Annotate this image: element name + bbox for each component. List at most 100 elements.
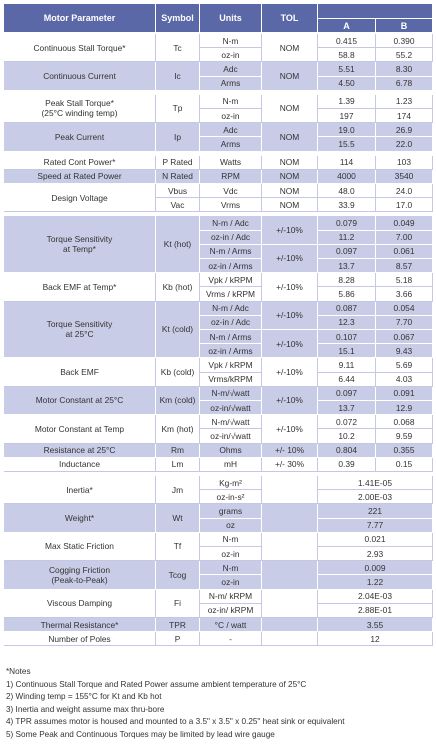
value-cell: 33.9: [318, 198, 376, 213]
value-cell-text: 12: [370, 633, 380, 644]
tol-cell: NOM: [262, 94, 318, 124]
symbol-cell: Tf: [156, 532, 200, 562]
symbol-cell: Km (cold): [156, 386, 200, 416]
value-cell-text: 55.2: [395, 49, 413, 60]
value-cell-text: 4.50: [338, 78, 355, 89]
units-cell-text: N-m/ kRPM: [208, 591, 253, 602]
units-cell-text: N-m / Adc: [212, 303, 249, 314]
symbol-cell-text: Rm: [170, 445, 185, 456]
symbol-cell-text: Km (hot): [161, 423, 194, 434]
units-cell-text: oz-in / Adc: [210, 232, 251, 243]
units-cell-text: N-m / Arms: [209, 331, 252, 342]
parameter-cell-text: Torque Sensitivity: [46, 234, 113, 245]
value-cell-text: 1.23: [395, 96, 413, 107]
value-cell: 58.8: [318, 48, 376, 63]
units-cell-text: Ohms: [219, 445, 242, 456]
parameter-cell: Inertia*: [4, 476, 156, 505]
note-line: 3) Inertia and weight assume max thru-bo…: [6, 704, 165, 714]
parameter-cell: Speed at Rated Power: [4, 169, 156, 184]
symbol-cell: Ic: [156, 62, 200, 91]
value-cell-text: 6.78: [395, 78, 413, 89]
units-cell: -: [200, 632, 262, 647]
symbol-cell-text: TPR: [169, 619, 186, 630]
parameter-cell: Torque Sensitivity at 25°C: [4, 301, 156, 359]
units-cell: Vpk / kRPM: [200, 273, 262, 288]
units-cell: oz-in/√watt: [200, 429, 262, 444]
header-cell-text: TOL: [280, 13, 299, 23]
value-cell-text: 197: [339, 110, 354, 121]
parameter-cell-text: Inertia*: [66, 484, 93, 495]
parameter-cell-text: Resistance at 25°C: [43, 445, 116, 456]
symbol-cell-text: Kb (hot): [162, 281, 193, 292]
value-cell-text: 5.69: [395, 359, 413, 370]
parameter-cell: Continuous Stall Torque*: [4, 34, 156, 63]
symbol-cell-text: Vbus: [167, 185, 188, 196]
value-cell-text: 4000: [337, 171, 356, 182]
tol-cell: +/-10%: [262, 301, 318, 330]
tol-cell-text: +/-10%: [276, 367, 303, 378]
header-sub-cell-text: B: [400, 20, 408, 31]
header-sub-cell: B: [376, 19, 433, 33]
value-cell-text: 0.39: [338, 459, 355, 470]
value-cell-text: 0.091: [393, 388, 415, 399]
tol-cell: +/-10%: [262, 358, 318, 387]
tol-cell-text: NOM: [279, 185, 300, 196]
value-cell: 19.0: [318, 123, 376, 138]
tol-cell-text: NOM: [279, 42, 300, 53]
parameter-cell-text: Weight*: [64, 513, 95, 524]
units-cell: Vpk / kRPM: [200, 358, 262, 373]
value-cell-text: 0.067: [393, 331, 415, 342]
tol-cell-text: NOM: [279, 71, 300, 82]
value-cell: 9.59: [376, 429, 433, 444]
tol-cell: +/-10%: [262, 273, 318, 302]
value-cell: 4.50: [318, 76, 376, 91]
parameter-cell-text: Max Static Friction: [45, 541, 114, 552]
value-cell-text: 13.7: [338, 260, 355, 271]
tol-cell: NOM: [262, 184, 318, 199]
value-cell-text: 9.11: [338, 359, 355, 370]
value-cell: 3.66: [376, 287, 433, 302]
tol-cell: [262, 532, 318, 562]
value-cell-text: 12.9: [395, 402, 413, 413]
value-cell: 0.091: [376, 386, 433, 401]
value-cell: 8.30: [376, 62, 433, 77]
units-cell: oz-in / Adc: [200, 315, 262, 330]
value-cell: 9.43: [376, 344, 433, 359]
value-cell-text: 0.097: [336, 246, 357, 257]
tol-cell: +/-10%: [262, 415, 318, 444]
tol-cell: +/- 30%: [262, 457, 318, 472]
tol-cell: [262, 504, 318, 533]
units-cell-text: oz-in/√watt: [210, 402, 251, 413]
tol-cell-text: NOM: [279, 131, 300, 142]
parameter-cell: Inductance: [4, 457, 156, 472]
tol-cell: +/-10%: [262, 386, 318, 416]
note-line: 4) TPR assumes motor is housed and mount…: [6, 717, 345, 727]
symbol-cell: N Rated: [156, 169, 200, 184]
header-cell: Units: [200, 4, 262, 33]
units-cell: N-m: [200, 532, 262, 547]
parameter-cell-text: Back EMF at Temp*: [42, 281, 117, 292]
units-cell-text: mH: [223, 459, 238, 470]
value-cell-text: 26.9: [395, 124, 413, 135]
units-cell: Vrms: [200, 198, 262, 213]
value-cell-text: 2.88E-01: [358, 605, 392, 616]
value-cell-text: 6.44: [338, 374, 355, 385]
units-cell: mH: [200, 457, 262, 472]
value-cell-text: 48.0: [338, 185, 355, 196]
note-line: 1) Continuous Stall Torque and Rated Pow…: [6, 679, 307, 689]
note-line: 5) Some Peak and Continuous Torques may …: [6, 729, 275, 739]
units-cell-text: RPM: [221, 171, 240, 182]
header-cell: [318, 4, 433, 19]
symbol-cell-text: Tc: [173, 42, 182, 53]
value-cell: 1.22: [318, 575, 433, 590]
symbol-cell-text: Kt (cold): [161, 324, 194, 335]
value-cell: 0.415: [318, 34, 376, 49]
value-cell: 4.03: [376, 372, 433, 387]
units-cell: oz-in/√watt: [200, 401, 262, 416]
header-sub-cell-text: A: [343, 20, 350, 31]
tol-cell: +/-10%: [262, 330, 318, 359]
value-cell: 1.23: [376, 94, 433, 109]
symbol-cell-text: Wt: [172, 513, 183, 524]
units-cell: oz-in/ kRPM: [200, 603, 262, 618]
value-cell-text: 3.66: [395, 288, 413, 299]
